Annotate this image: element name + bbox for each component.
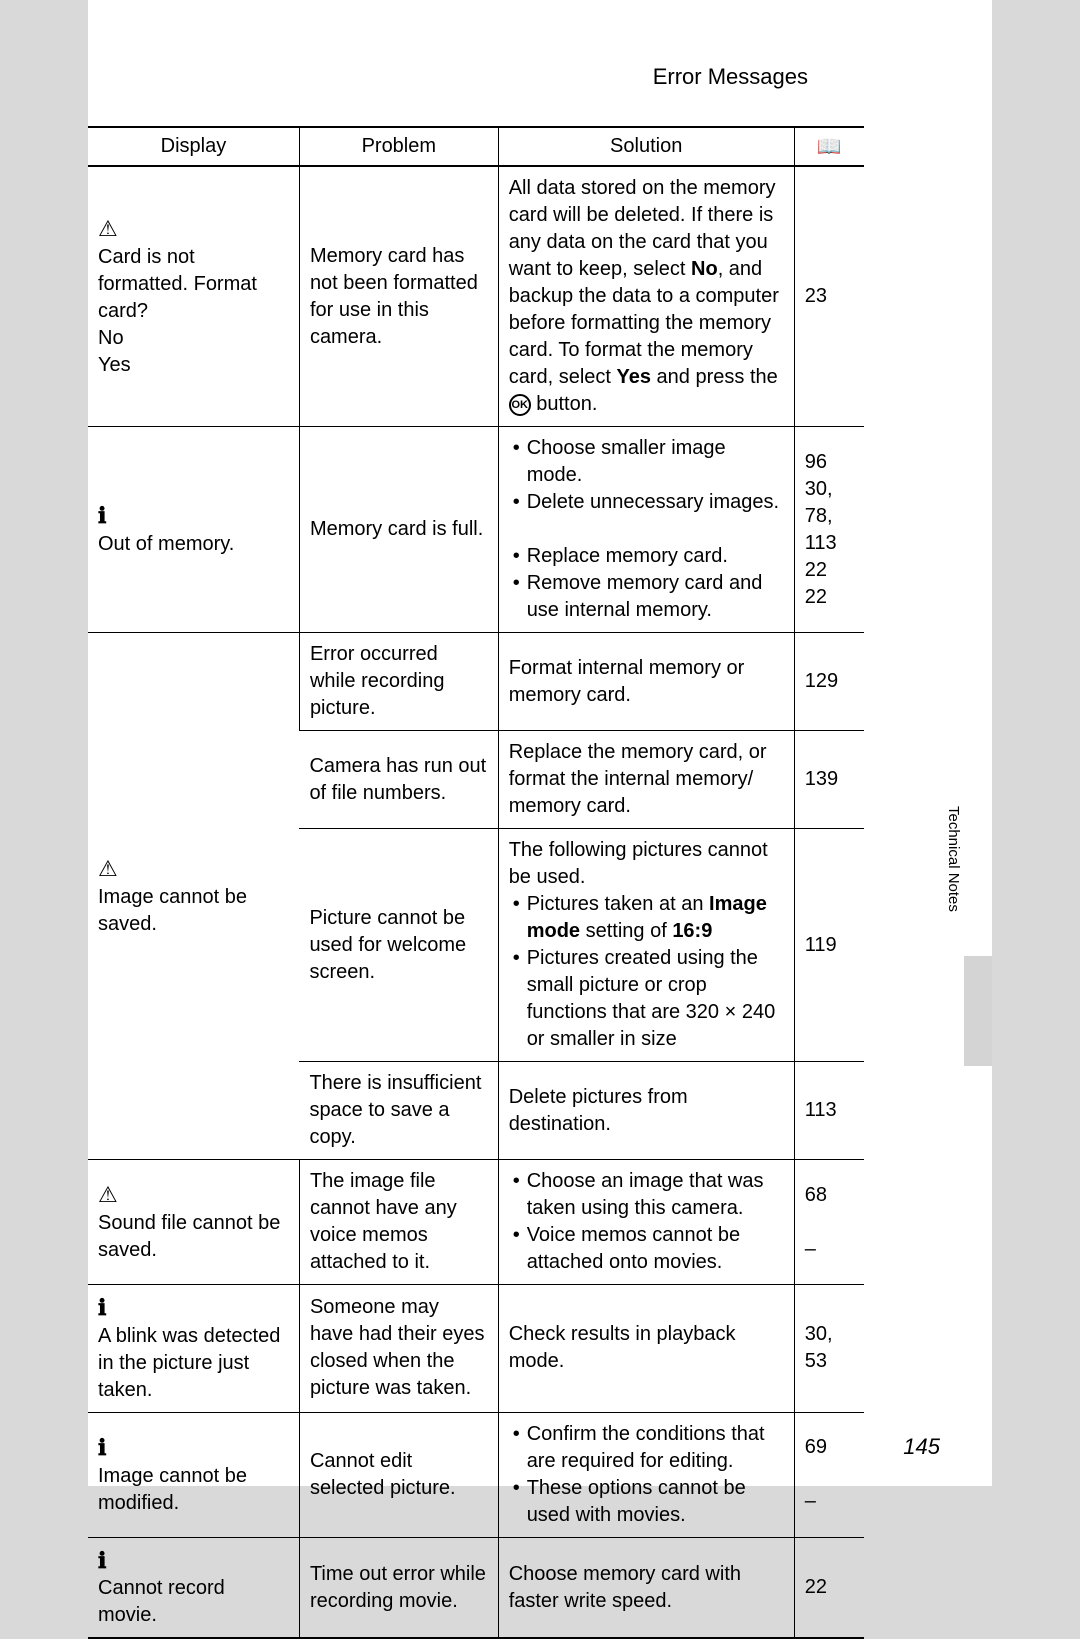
warning-icon [98, 854, 289, 884]
cell-problem: The image file cannot have any voice mem… [299, 1160, 498, 1285]
cell-problem: Time out error while recording movie. [299, 1537, 498, 1638]
info-icon [98, 1433, 289, 1463]
info-icon [98, 1546, 289, 1576]
cell-reference: 69– [794, 1412, 864, 1537]
error-messages-table: Display Problem Solution Card is not for… [88, 126, 864, 1639]
cell-solution: Format internal memory or memory card. [498, 633, 794, 731]
cell-display: Image cannot be saved. [88, 633, 299, 1160]
cell-solution: Check results in playback mode. [498, 1285, 794, 1413]
cell-solution: Replace the memory card, or format the i… [498, 731, 794, 829]
info-icon [98, 501, 289, 531]
cell-reference: 113 [794, 1062, 864, 1160]
solution-item: Delete unnecessary images. [509, 489, 784, 516]
cell-display: Cannot record movie. [88, 1537, 299, 1638]
cell-solution: All data stored on the memory card will … [498, 166, 794, 427]
cell-problem: Memory card is full. [299, 427, 498, 633]
cell-reference: 129 [794, 633, 864, 731]
cell-solution: Choose memory card with faster write spe… [498, 1537, 794, 1638]
side-section-label: Technical Notes [945, 806, 962, 912]
cell-reference: 22 [794, 1537, 864, 1638]
col-header-problem: Problem [299, 127, 498, 166]
warning-icon [98, 1180, 289, 1210]
solution-item: Confirm the conditions that are required… [509, 1421, 784, 1475]
cell-reference: 68– [794, 1160, 864, 1285]
cell-reference: 30, 53 [794, 1285, 864, 1413]
page-number: 145 [903, 1434, 940, 1460]
cell-problem: There is insufficient space to save a co… [299, 1062, 498, 1160]
warning-icon [98, 214, 289, 244]
cell-problem: Someone may have had their eyes closed w… [299, 1285, 498, 1413]
cell-reference: 139 [794, 731, 864, 829]
cell-problem: Camera has run out of file numbers. [299, 731, 498, 829]
cell-solution: Choose smaller image mode.Delete unneces… [498, 427, 794, 633]
col-header-display: Display [88, 127, 299, 166]
cell-reference: 9630, 78, 1132222 [794, 427, 864, 633]
cell-display: Card is not formatted. Format card?NoYes [88, 166, 299, 427]
cell-reference: 23 [794, 166, 864, 427]
cell-display: Image cannot be modified. [88, 1412, 299, 1537]
cell-problem: Picture cannot be used for welcome scree… [299, 829, 498, 1062]
cell-display: Sound file cannot be saved. [88, 1160, 299, 1285]
cell-problem: Cannot edit selected picture. [299, 1412, 498, 1537]
cell-display: A blink was detected in the picture just… [88, 1285, 299, 1413]
solution-item: Voice memos cannot be attached onto movi… [509, 1222, 784, 1276]
cell-display: Out of memory. [88, 427, 299, 633]
solution-item: Replace memory card. [509, 543, 784, 570]
col-header-reference [794, 127, 864, 166]
solution-item: These options cannot be used with movies… [509, 1475, 784, 1529]
section-title: Error Messages [88, 64, 910, 90]
side-tab-marker [964, 956, 992, 1066]
cell-problem: Memory card has not been formatted for u… [299, 166, 498, 427]
info-icon [98, 1293, 289, 1323]
solution-item: Choose an image that was taken using thi… [509, 1168, 784, 1222]
col-header-solution: Solution [498, 127, 794, 166]
solution-item: Remove memory card and use internal memo… [509, 570, 784, 624]
cell-solution: The following pictures cannot be used.Pi… [498, 829, 794, 1062]
cell-reference: 119 [794, 829, 864, 1062]
cell-problem: Error occurred while recording picture. [299, 633, 498, 731]
cell-solution: Confirm the conditions that are required… [498, 1412, 794, 1537]
cell-solution: Choose an image that was taken using thi… [498, 1160, 794, 1285]
book-icon [817, 136, 842, 158]
solution-item: Choose smaller image mode. [509, 435, 784, 489]
cell-solution: Delete pictures from destination. [498, 1062, 794, 1160]
